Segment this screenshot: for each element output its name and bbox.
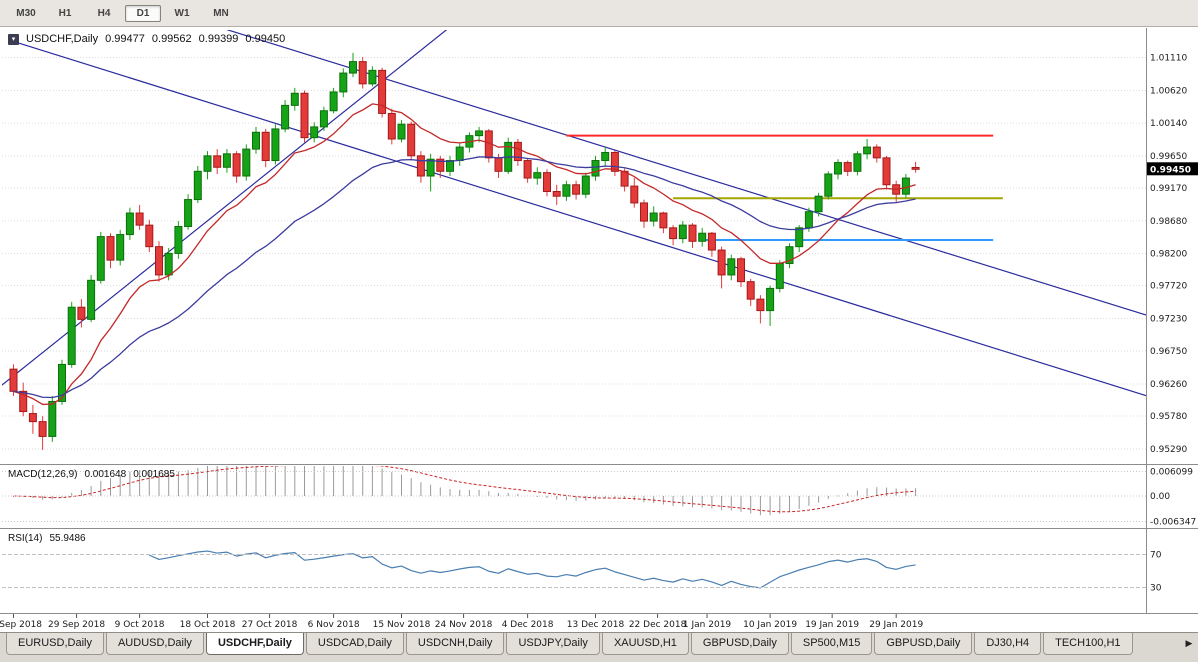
svg-text:29 Sep 2018: 29 Sep 2018 [48, 620, 105, 630]
tab-tech100-h1[interactable]: TECH100,H1 [1043, 633, 1133, 655]
timeframe-button-h1[interactable]: H1 [58, 7, 72, 19]
tab-usdcad-daily[interactable]: USDCAD,Daily [305, 633, 404, 655]
svg-text:0.95290: 0.95290 [1150, 445, 1187, 455]
chart-tabs: EURUSD,Daily AUDUSD,Daily USDCHF,Daily USDC… [0, 633, 1180, 655]
svg-text:9 Oct 2018: 9 Oct 2018 [115, 620, 165, 630]
tab-usdjpy-daily[interactable]: USDJPY,Daily [506, 633, 600, 655]
svg-text:27 Oct 2018: 27 Oct 2018 [242, 620, 298, 630]
svg-text:15 Nov 2018: 15 Nov 2018 [373, 620, 431, 630]
svg-text:30: 30 [1150, 583, 1162, 593]
current-price-tag [1147, 162, 1198, 176]
tab-eurusd-daily[interactable]: EURUSD,Daily [6, 633, 104, 655]
timeframe-button-m30[interactable]: M30 [16, 7, 36, 19]
svg-text:19 Jan 2019: 19 Jan 2019 [805, 620, 859, 630]
tab-usdcnh-daily[interactable]: USDCNH,Daily [405, 633, 505, 655]
svg-text:0.99170: 0.99170 [1150, 184, 1187, 194]
svg-text:18 Oct 2018: 18 Oct 2018 [180, 620, 236, 630]
svg-text:0.006099: 0.006099 [1150, 468, 1193, 478]
tab-sp500-m15[interactable]: SP500,M15 [790, 633, 873, 655]
timeframe-button-d1[interactable]: D1 [125, 4, 161, 22]
svg-text:0.99450: 0.99450 [1150, 165, 1191, 175]
svg-text:0.98200: 0.98200 [1150, 249, 1187, 259]
svg-text:0.97720: 0.97720 [1150, 282, 1187, 292]
svg-text:29 Jan 2019: 29 Jan 2019 [869, 620, 923, 630]
tabs-scroll-right-button[interactable]: ▶ [1185, 638, 1193, 648]
svg-text:0.95780: 0.95780 [1150, 412, 1187, 422]
svg-text:6 Nov 2018: 6 Nov 2018 [308, 620, 360, 630]
timeframe-button-w1[interactable]: W1 [174, 7, 190, 19]
svg-text:0.99650: 0.99650 [1150, 152, 1187, 162]
tab-gbpusd-daily[interactable]: GBPUSD,Daily [874, 633, 973, 655]
svg-text:0.96260: 0.96260 [1150, 380, 1187, 390]
svg-text:13 Dec 2018: 13 Dec 2018 [567, 620, 625, 630]
timeframe-button-mn[interactable]: MN [213, 7, 229, 19]
svg-text:4 Dec 2018: 4 Dec 2018 [502, 620, 554, 630]
svg-text:10 Jan 2019: 10 Jan 2019 [743, 620, 797, 630]
tab-xauusd-h1[interactable]: XAUUSD,H1 [601, 633, 689, 655]
price-chart-canvas[interactable]: 1.01110 1.00620 1.00140 0.99650 0.99170 0.986… [0, 28, 1198, 632]
svg-text:0.98680: 0.98680 [1150, 217, 1187, 227]
timeframe-toolbar: M30 H1 H4 D1 W1 MN [0, 0, 1198, 27]
svg-text:1.00620: 1.00620 [1150, 87, 1187, 97]
tab-dj30-h4[interactable]: DJ30,H4 [974, 633, 1042, 655]
chart-tab-bar: EURUSD,Daily AUDUSD,Daily USDCHF,Daily USDC… [0, 632, 1198, 662]
main-pane-layer [2, 30, 1146, 450]
svg-text:70: 70 [1150, 551, 1162, 561]
svg-text:0.00: 0.00 [1150, 492, 1170, 502]
tab-usdchf-daily[interactable]: USDCHF,Daily [205, 633, 304, 655]
svg-text:-0.006347: -0.006347 [1150, 517, 1196, 527]
svg-text:1 Jan 2019: 1 Jan 2019 [683, 620, 731, 630]
timeframe-button-h4[interactable]: H4 [97, 7, 111, 19]
svg-text:0.97230: 0.97230 [1150, 315, 1187, 325]
tab-audusd-daily[interactable]: AUDUSD,Daily [105, 633, 204, 655]
svg-text:22 Dec 2018: 22 Dec 2018 [629, 620, 687, 630]
svg-text:1.00140: 1.00140 [1150, 119, 1187, 129]
svg-text:24 Nov 2018: 24 Nov 2018 [435, 620, 493, 630]
svg-text:20 Sep 2018: 20 Sep 2018 [0, 620, 42, 630]
macd-pane-layer [13, 466, 917, 516]
rsi-pane-layer [149, 550, 916, 589]
tab-gbpusd-daily[interactable]: GBPUSD,Daily [690, 633, 789, 655]
svg-text:1.01110: 1.01110 [1150, 54, 1187, 64]
svg-text:0.96750: 0.96750 [1150, 347, 1187, 357]
chart-window: 1.01110 1.00620 1.00140 0.99650 0.99170 0.986… [0, 28, 1198, 632]
